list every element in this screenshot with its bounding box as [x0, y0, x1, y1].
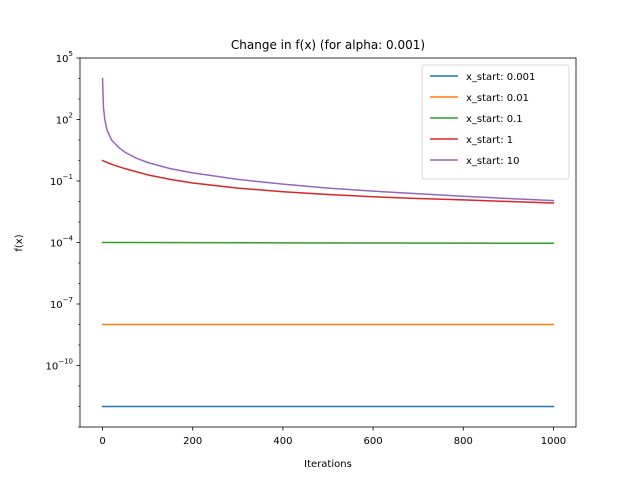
- legend: x_start: 0.001 x_start: 0.01 x_start: 0.1 x…: [421, 64, 570, 180]
- x-axis-label: Iterations: [304, 459, 352, 470]
- y-tick-label: 10−1: [50, 173, 73, 188]
- x-tick-label: 400: [273, 436, 292, 447]
- y-tick-label: 105: [56, 50, 73, 65]
- series-line-4: [101, 159, 555, 204]
- y-tick-label: 10−4: [50, 235, 74, 250]
- series-line-5: [101, 77, 555, 202]
- legend-label-4: x_start: 1: [466, 135, 513, 146]
- x-tick-label: 0: [99, 436, 105, 447]
- x-tick-label: 1000: [541, 436, 566, 447]
- y-tick-label: 10−10: [45, 358, 73, 373]
- legend-label-2: x_start: 0.01: [466, 93, 529, 104]
- plot-area: [101, 77, 555, 408]
- axes: 0 200 400 600 800 1000 10−10 10−7 10−4 10−1 102 105: [45, 50, 577, 447]
- legend-box: [421, 64, 570, 180]
- y-axis-label: f(x): [14, 234, 25, 251]
- legend-label-3: x_start: 0.1: [466, 114, 523, 125]
- y-tick-label: 10−7: [50, 296, 73, 311]
- x-tick-label: 200: [183, 436, 202, 447]
- legend-label-5: x_start: 10: [466, 156, 519, 167]
- x-tick-label: 800: [454, 436, 473, 447]
- chart-title: Change in f(x) (for alpha: 0.001): [231, 38, 425, 52]
- x-tick-label: 600: [364, 436, 383, 447]
- series-line-3: [101, 241, 555, 244]
- legend-label-1: x_start: 0.001: [466, 72, 535, 83]
- y-tick-label: 102: [56, 112, 73, 127]
